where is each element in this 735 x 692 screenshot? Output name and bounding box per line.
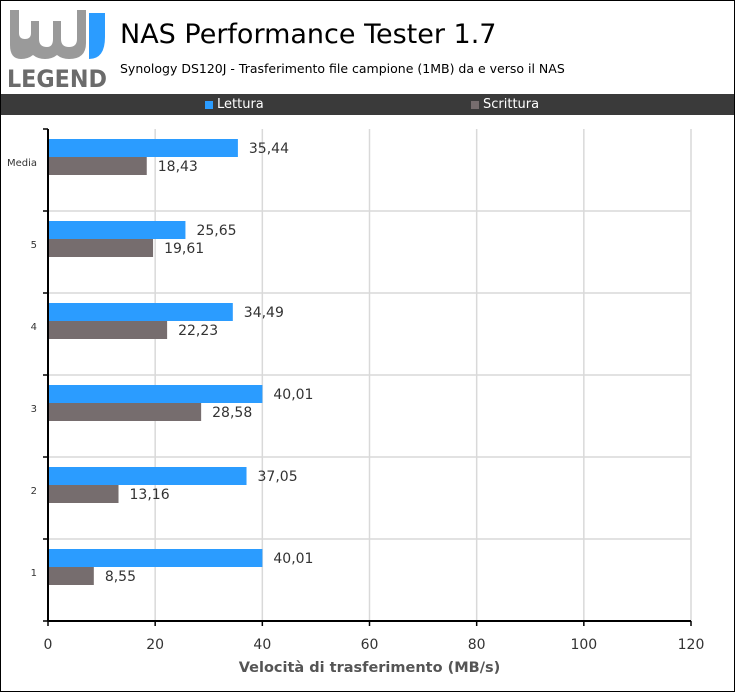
- data-label-scrittura-4: 22,23: [178, 323, 218, 339]
- bar-lettura-media: [48, 139, 238, 157]
- bar-lettura-1: [48, 549, 263, 567]
- chart-subtitle: Synology DS120J - Trasferimento file cam…: [120, 61, 565, 76]
- legend-label-scrittura: Scrittura: [483, 97, 540, 112]
- data-label-scrittura-5: 19,61: [164, 241, 204, 257]
- category-label: 2: [31, 486, 37, 497]
- chart-title: NAS Performance Tester 1.7: [120, 19, 497, 50]
- bar-lettura-3: [48, 385, 263, 403]
- x-tick-label: 60: [361, 637, 379, 653]
- data-label-scrittura-media: 18,43: [158, 159, 198, 175]
- data-label-scrittura-3: 28,58: [212, 405, 252, 421]
- hwlegend-logo: LEGEND: [1, 1, 113, 93]
- bar-scrittura-3: [48, 403, 202, 421]
- bar-scrittura-4: [48, 321, 168, 339]
- bar-scrittura-media: [48, 157, 147, 175]
- data-label-lettura-media: 35,44: [249, 141, 289, 157]
- x-tick-label: 100: [570, 637, 597, 653]
- data-label-lettura-4: 34,49: [244, 305, 284, 321]
- data-label-lettura-3: 40,01: [273, 387, 313, 403]
- x-tick-label: 40: [253, 637, 271, 653]
- category-label: 4: [31, 322, 37, 333]
- legend-bar: Lettura Scrittura: [1, 94, 734, 115]
- bar-lettura-5: [48, 221, 186, 239]
- data-label-lettura-1: 40,01: [273, 551, 313, 567]
- legend-label-lettura: Lettura: [217, 97, 264, 112]
- bar-scrittura-1: [48, 567, 94, 585]
- x-axis-title: Velocità di trasferimento (MB/s): [239, 660, 501, 676]
- category-label: 3: [31, 404, 37, 415]
- category-label: Media: [7, 158, 37, 169]
- x-tick-label: 80: [468, 637, 486, 653]
- bar-scrittura-2: [48, 485, 119, 503]
- bar-lettura-4: [48, 303, 233, 321]
- x-tick-label: 120: [678, 637, 705, 653]
- bar-lettura-2: [48, 467, 247, 485]
- x-tick-label: 20: [146, 637, 164, 653]
- legend-swatch-lettura: [205, 100, 213, 109]
- data-label-lettura-2: 37,05: [258, 469, 298, 485]
- legend-swatch-scrittura: [471, 100, 479, 109]
- data-label-lettura-5: 25,65: [196, 223, 236, 239]
- x-tick-label: 0: [44, 637, 53, 653]
- bar-scrittura-5: [48, 239, 154, 257]
- data-label-scrittura-1: 8,55: [105, 569, 136, 585]
- legend-item-scrittura: Scrittura: [471, 97, 539, 112]
- category-label: 1: [31, 568, 37, 579]
- legend-item-lettura: Lettura: [205, 97, 264, 112]
- logo-text: LEGEND: [7, 65, 107, 93]
- category-label: 5: [31, 240, 37, 251]
- data-label-scrittura-2: 13,16: [130, 487, 170, 503]
